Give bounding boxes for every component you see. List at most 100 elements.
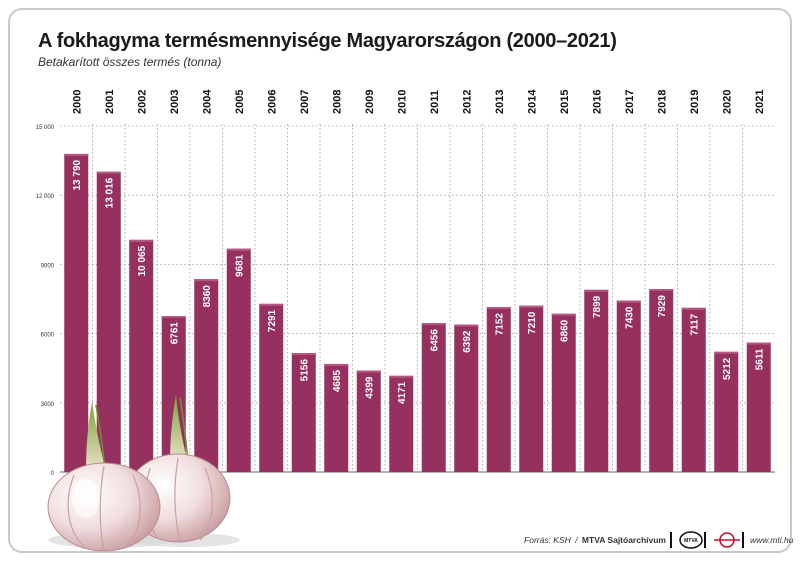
bar-2013 <box>486 307 511 472</box>
y-tick-label: 0 <box>51 471 55 477</box>
bar-top-highlight <box>324 363 349 366</box>
data-label: 5611 <box>754 348 765 370</box>
bar-top-highlight <box>714 351 739 354</box>
bar-2020 <box>714 351 739 472</box>
data-label: 7210 <box>527 311 538 334</box>
data-label: 8360 <box>202 285 213 308</box>
bar-value-labels: 13 790 13 016 10 065 6761 8360 9681 7291 5156 46… <box>72 159 766 404</box>
x-tick-label: 2020 <box>721 90 733 114</box>
footer-divider <box>742 532 744 548</box>
bar-top-highlight <box>551 313 576 316</box>
y-tick-label: 12 000 <box>36 194 55 200</box>
x-tick-label: 2006 <box>266 90 278 114</box>
x-tick-label: 2021 <box>754 90 766 114</box>
bar-2010 <box>389 375 414 472</box>
bar-top-highlight <box>421 323 446 326</box>
x-tick-label: 2019 <box>689 90 701 114</box>
x-tick-label: 2003 <box>169 90 181 114</box>
data-label: 7152 <box>494 313 505 336</box>
mtva-logo-icon: MTVA <box>679 531 703 549</box>
data-label: 7899 <box>592 295 603 318</box>
x-tick-label: 2007 <box>299 90 311 114</box>
x-tick-label: 2008 <box>331 90 343 114</box>
source-prefix: Forrás: KSH <box>524 535 571 545</box>
bar-top-highlight <box>486 307 511 310</box>
archive-name: MTVA Sajtóarchívum <box>581 535 666 545</box>
bar-top-highlight <box>649 289 674 292</box>
bar-top-highlight <box>129 239 154 242</box>
bar-top-highlight <box>746 342 771 345</box>
bar-top-highlight <box>161 316 186 319</box>
bar-2021 <box>746 342 771 472</box>
bar-2000 <box>64 153 89 473</box>
x-tick-label: 2011 <box>429 90 441 114</box>
bar-2019 <box>681 307 706 472</box>
data-label: 6456 <box>429 329 440 352</box>
x-tick-label: 2015 <box>559 90 571 114</box>
bar-top-highlight <box>64 153 89 156</box>
x-tick-label: 2009 <box>364 90 376 114</box>
bar-2006 <box>259 303 284 472</box>
data-label: 4171 <box>397 381 408 404</box>
website-url: www.mti.hu <box>750 535 794 545</box>
data-label: 7430 <box>624 306 635 329</box>
bar-2016 <box>584 289 609 472</box>
data-label: 6860 <box>559 319 570 342</box>
bar-2015 <box>551 313 576 472</box>
bars-layer <box>64 153 771 473</box>
x-tick-label: 2017 <box>624 90 636 114</box>
bar-2018 <box>649 289 674 472</box>
x-tick-label: 2016 <box>591 90 603 114</box>
bar-top-highlight <box>681 307 706 310</box>
bar-top-highlight <box>519 305 544 308</box>
y-tick-label: 9000 <box>41 263 55 269</box>
x-tick-label: 2014 <box>526 89 538 114</box>
bar-2017 <box>616 300 641 472</box>
bar-top-highlight <box>454 324 479 327</box>
bar-2005 <box>226 248 251 472</box>
data-label: 5156 <box>299 359 310 382</box>
bar-2012 <box>454 324 479 472</box>
data-label: 6761 <box>169 322 180 345</box>
data-label: 7117 <box>689 313 700 335</box>
bar-top-highlight <box>389 375 414 378</box>
y-tick-label: 3000 <box>41 402 55 408</box>
bar-2008 <box>324 363 349 472</box>
x-tick-label: 2004 <box>201 89 213 114</box>
y-tick-label: 6000 <box>41 333 55 339</box>
bar-2009 <box>356 370 381 472</box>
x-tick-label: 2001 <box>104 90 116 114</box>
bar-top-highlight <box>356 370 381 373</box>
bar-top-highlight <box>96 171 121 174</box>
bar-2004 <box>194 279 219 472</box>
bar-top-highlight <box>291 353 316 356</box>
chart-subtitle: Betakarított összes termés (tonna) <box>38 55 222 69</box>
x-tick-label: 2005 <box>234 90 246 114</box>
bar-2011 <box>421 323 446 472</box>
data-label: 10 065 <box>137 245 148 276</box>
mti-logo-icon <box>714 532 740 548</box>
bar-top-highlight <box>616 300 641 303</box>
bar-2001 <box>96 171 121 472</box>
x-tick-label: 2018 <box>656 90 668 114</box>
x-tick-label: 2013 <box>494 90 506 114</box>
data-label: 5212 <box>722 357 733 380</box>
data-label: 7291 <box>267 309 278 332</box>
source-credit: Forrás: KSH / MTVA Sajtóarchívum <box>524 535 666 545</box>
source-separator: / <box>575 535 578 545</box>
bar-top-highlight <box>584 289 609 292</box>
x-tick-label: 2010 <box>396 90 408 114</box>
data-label: 4685 <box>332 369 343 392</box>
chart-title: A fokhagyma termésmennyisége Magyarorszá… <box>38 30 617 52</box>
bar-2014 <box>519 305 544 472</box>
bar-top-highlight <box>226 248 251 251</box>
y-tick-label: 15 000 <box>36 125 55 131</box>
bar-top-highlight <box>194 279 219 282</box>
data-label: 7929 <box>657 295 668 318</box>
footer-divider <box>670 532 672 548</box>
garlic-bulbs-illustration <box>47 395 240 552</box>
x-tick-label: 2002 <box>136 90 148 114</box>
y-axis: 0 3000 6000 9000 12 000 15 000 <box>36 125 55 477</box>
data-label: 4399 <box>364 376 375 399</box>
mtva-logo-text: MTVA <box>684 538 698 544</box>
